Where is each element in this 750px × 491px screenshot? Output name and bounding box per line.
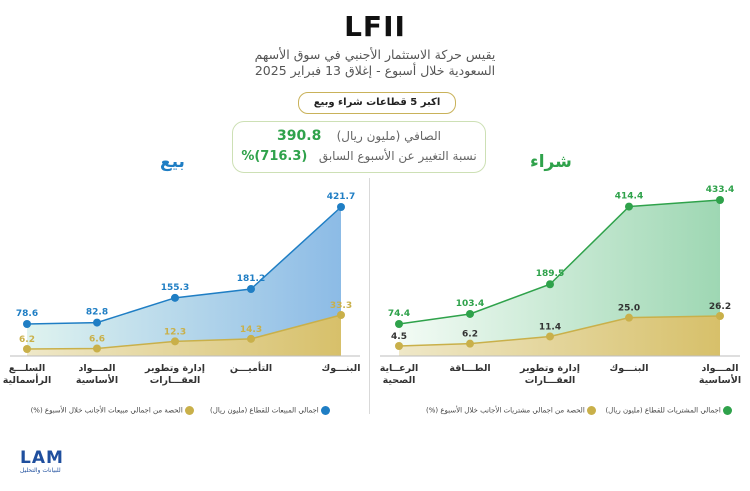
buy-share-label: 6.2	[462, 330, 478, 340]
sell-share-point	[93, 344, 101, 353]
sell-category-label: المـــواد الأساسية	[76, 363, 118, 386]
buy-total-point	[395, 320, 403, 328]
sell-total-label: 78.6	[16, 309, 38, 319]
sell-total-label: 421.7	[327, 192, 355, 202]
buy-share-point	[716, 312, 724, 320]
sell-legend-share: الحصة من اجمالي مبيعات الأجانب خلال الأس…	[14, 406, 194, 415]
sell-total-label: 155.3	[161, 283, 189, 293]
brand-logo-subtext: للبيانات والتحليل	[20, 467, 61, 474]
sell-share-legend-dot	[185, 406, 194, 415]
sell-total-area	[27, 207, 341, 356]
buy-legend-total: اجمالي المشتريات للقطاع (مليون ريال)	[600, 406, 732, 415]
sell-category-label: السلـــع الرأسمالية	[3, 363, 51, 386]
buy-share-point	[395, 342, 403, 350]
sell-share-point	[337, 311, 345, 319]
sell-chart: 78.6 82.8 155.3 181.2 421.7 6.2 6.6 12.3 14.3 33.…	[3, 192, 361, 386]
buy-category-label: المـــواد الأساسية	[699, 363, 741, 386]
buy-total-point	[716, 196, 724, 204]
sell-share-area	[27, 315, 341, 356]
sell-share-label: 6.2	[19, 335, 35, 345]
buy-share-label: 11.4	[539, 322, 561, 332]
subtitle-line-2: السعودية خلال أسبوع - إغلاق 13 فبراير 20…	[254, 63, 496, 78]
sell-share-label: 14.3	[240, 325, 262, 335]
buy-share-label: 4.5	[391, 332, 407, 342]
buy-total-label: 189.5	[536, 269, 564, 279]
change-label: نسبة التغيير عن الأسبوع السابق	[318, 149, 477, 163]
sell-total-label: 181.2	[237, 274, 265, 284]
buy-total-label: 414.4	[615, 192, 643, 202]
buy-category-label: الطـــاقة	[449, 363, 490, 374]
buy-total-label: 103.4	[456, 299, 484, 309]
subtitle: يقيس حركة الاستثمار الأجنبي في سوق الأسه…	[150, 47, 600, 79]
charts-divider	[369, 178, 370, 414]
sell-total-point	[171, 293, 179, 302]
sell-share-label: 33.3	[330, 301, 352, 311]
buy-share-legend-dot	[587, 406, 596, 415]
buy-share-point	[546, 332, 554, 341]
buy-total-point	[466, 309, 474, 318]
subtitle-line-1: يقيس حركة الاستثمار الأجنبي في سوق الأسه…	[254, 47, 496, 62]
buy-share-label: 25.0	[618, 304, 640, 314]
sell-total-label: 82.8	[86, 308, 108, 318]
sell-category-label: إدارة وتطوير العقـــارات	[144, 363, 205, 386]
sectors-pill: اكبر 5 قطاعات شراء وبيع	[298, 92, 456, 114]
sell-share-point	[171, 337, 179, 346]
buy-total-legend-label: اجمالي المشتريات للقطاع (مليون ريال)	[605, 406, 721, 415]
sell-total-point	[247, 285, 255, 294]
page-title: LFII	[344, 10, 406, 43]
net-value: 390.8	[277, 128, 322, 144]
change-line: نسبة التغيير عن الأسبوع السابق (716.3)%	[233, 149, 485, 164]
sell-share-point	[247, 334, 255, 343]
sell-share-label: 12.3	[164, 327, 186, 337]
buy-share-legend-label: الحصة من اجمالي مشتريات الأجانب خلال الأ…	[426, 406, 585, 415]
buy-share-label: 26.2	[709, 302, 731, 312]
sell-total-point	[93, 318, 101, 327]
sell-category-label: البنـــوك	[322, 363, 361, 374]
net-value-line: الصافي (مليون ريال) 390.8	[233, 128, 485, 144]
sell-total-point	[23, 320, 31, 328]
change-value: (716.3)%	[241, 149, 308, 164]
buy-total-point	[625, 202, 633, 211]
sell-legend-total: اجمالي المبيعات للقطاع (مليون ريال)	[200, 406, 330, 415]
net-summary-box: الصافي (مليون ريال) 390.8 نسبة التغيير ع…	[232, 121, 486, 173]
sell-share-label: 6.6	[89, 334, 105, 344]
sell-total-legend-dot	[321, 406, 330, 415]
sell-share-point	[23, 345, 31, 353]
buy-chart-title: شراء	[530, 152, 572, 172]
sell-chart-title: بيع	[160, 152, 185, 172]
brand-logo: LAM للبيانات والتحليل	[20, 448, 80, 475]
sell-total-point	[337, 203, 345, 211]
sell-share-legend-label: الحصة من اجمالي مبيعات الأجانب خلال الأس…	[30, 406, 183, 415]
buy-total-legend-dot	[723, 406, 732, 415]
buy-chart: 74.4 103.4 189.5 414.4 433.4 4.5 6.2 11.4 25.0 26…	[380, 185, 741, 386]
buy-total-label: 433.4	[706, 185, 734, 195]
sell-total-legend-label: اجمالي المبيعات للقطاع (مليون ريال)	[210, 406, 319, 415]
buy-share-point	[466, 339, 474, 348]
brand-logo-text: LAM	[20, 448, 64, 468]
buy-category-label: إدارة وتطوير العقـــارات	[519, 363, 580, 386]
buy-share-area	[399, 316, 720, 356]
sell-category-label: التأميـــن	[230, 361, 272, 374]
buy-category-label: الرعــاية الصحية	[380, 363, 419, 386]
buy-total-point	[546, 280, 554, 289]
net-label: الصافي (مليون ريال)	[336, 129, 441, 143]
buy-share-point	[625, 313, 633, 322]
buy-total-label: 74.4	[388, 309, 410, 319]
buy-legend-share: الحصة من اجمالي مشتريات الأجانب خلال الأ…	[386, 406, 596, 415]
buy-category-label: البنـــوك	[610, 363, 649, 374]
